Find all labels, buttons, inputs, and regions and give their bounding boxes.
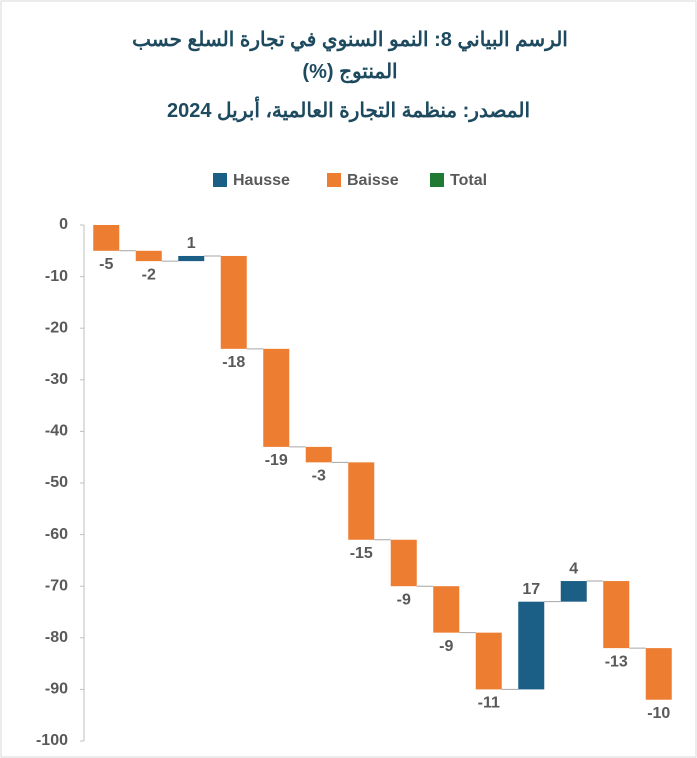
legend-label: Total: [450, 172, 487, 189]
bar: [135, 250, 162, 262]
y-tick-label: -20: [45, 319, 68, 336]
data-label: 4: [569, 560, 578, 577]
y-tick-label: -50: [45, 474, 68, 491]
legend-swatch: [213, 173, 227, 187]
bar: [645, 648, 672, 700]
y-tick-label: -100: [36, 732, 68, 749]
data-label: -11: [478, 695, 500, 712]
y-tick-label: -80: [45, 629, 68, 646]
data-label: -18: [222, 354, 245, 371]
data-label: 1: [187, 235, 196, 252]
bar: [560, 581, 587, 602]
bar: [348, 462, 375, 540]
chart-subtitle: المصدر: منظمة التجارة العالمية، أبريل 20…: [166, 100, 531, 122]
bar: [603, 581, 630, 649]
chart-title: الرسم البياني 8: النمو السنوي في تجارة ا…: [132, 29, 568, 83]
y-tick-label: -30: [45, 371, 68, 388]
bar: [475, 632, 502, 690]
bar: [263, 348, 290, 447]
data-label: -9: [439, 638, 453, 655]
y-tick-label: -70: [45, 577, 68, 594]
bar: [390, 539, 417, 587]
y-tick-label: 0: [59, 216, 68, 233]
legend-swatch: [327, 173, 341, 187]
data-label: -9: [397, 591, 411, 608]
data-label: -10: [647, 705, 670, 722]
bar: [518, 601, 545, 690]
data-label: -3: [312, 468, 326, 485]
data-label: -15: [350, 545, 373, 562]
bar: [433, 586, 460, 633]
bar: [93, 225, 120, 251]
bar: [178, 255, 205, 262]
data-label: -13: [605, 653, 628, 670]
y-tick-label: -90: [45, 681, 68, 698]
y-tick-label: -60: [45, 526, 68, 543]
data-label: -5: [99, 256, 113, 273]
legend-label: Baisse: [347, 172, 399, 189]
legend-swatch: [430, 173, 444, 187]
data-label: -19: [265, 452, 288, 469]
data-label: 17: [522, 581, 540, 598]
y-tick-label: -10: [45, 268, 68, 285]
bar: [305, 446, 332, 463]
legend-label: Hausse: [233, 172, 290, 189]
data-label: -2: [142, 266, 156, 283]
bar: [220, 255, 247, 349]
y-tick-label: -40: [45, 423, 68, 440]
